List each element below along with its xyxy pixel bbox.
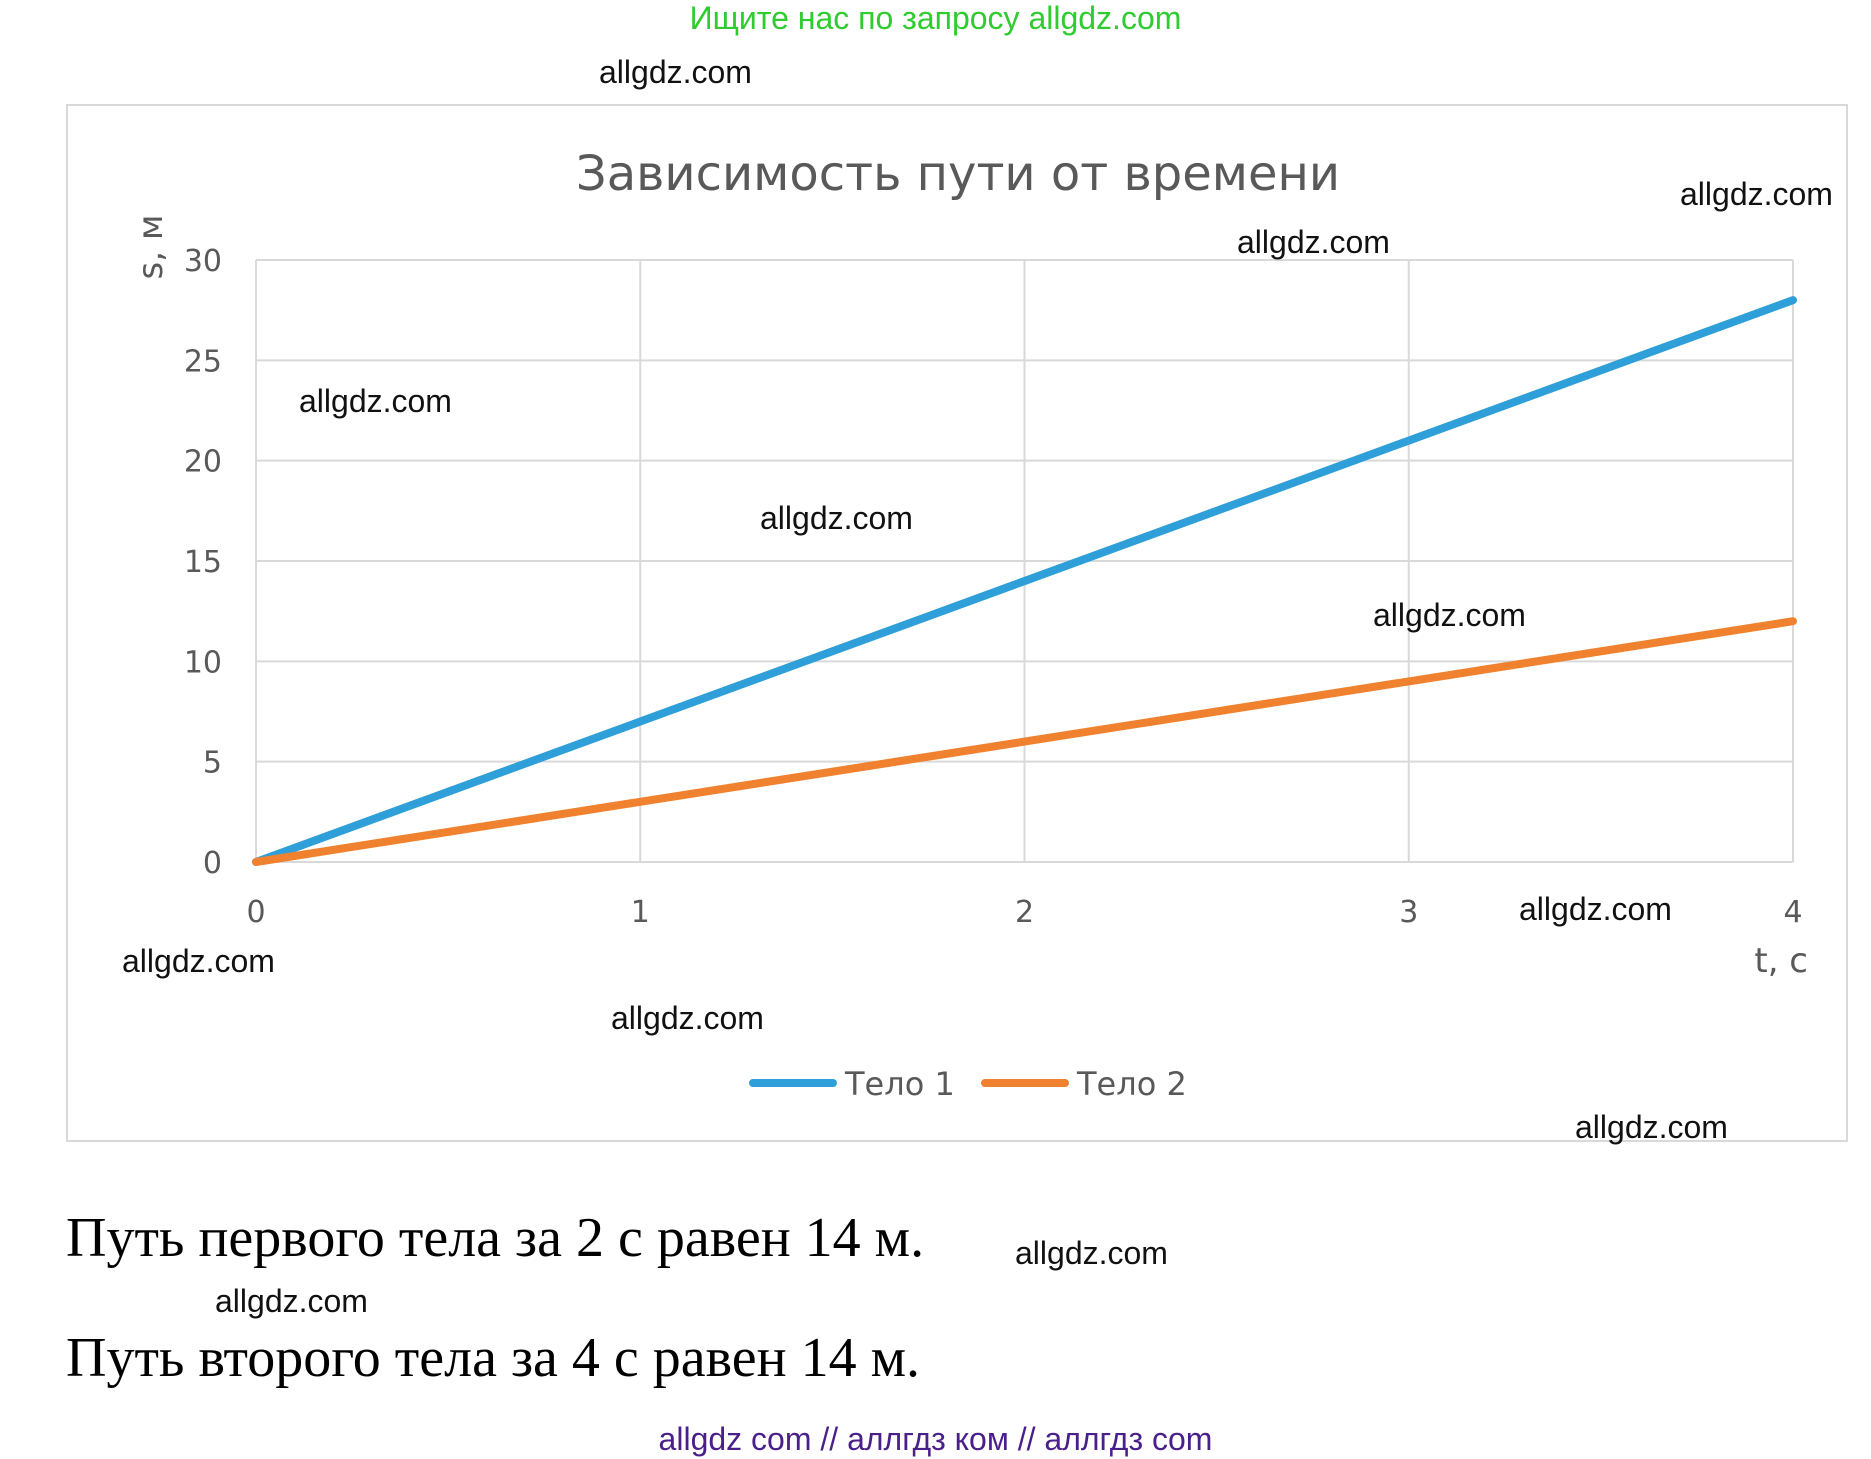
x-tick-label: 3: [1399, 895, 1418, 930]
footer-links: allgdz com // аллгдз ком // аллгдз com: [658, 1421, 1213, 1457]
y-tick-label: 20: [184, 445, 222, 480]
y-tick-label: 30: [184, 244, 222, 279]
series-line-2: [252, 617, 1797, 866]
watermark: allgdz.com: [611, 1000, 764, 1036]
watermark: allgdz.com: [599, 54, 752, 90]
x-tick-label: 0: [246, 895, 265, 930]
watermark: allgdz.com: [1575, 1109, 1728, 1145]
y-axis-title: s, м: [131, 215, 171, 280]
y-tick-label: 5: [203, 746, 222, 781]
legend: Тело 1 Тело 2: [749, 1065, 1187, 1103]
grid: [255, 259, 1794, 863]
legend-label-1: Тело 1: [844, 1065, 955, 1103]
legend-label-2: Тело 2: [1076, 1065, 1187, 1103]
x-tick-label: 1: [631, 895, 650, 930]
x-axis-title: t, с: [1754, 941, 1808, 981]
watermark: allgdz.com: [1237, 224, 1390, 260]
series-lines: [252, 296, 1797, 866]
watermark: allgdz.com: [760, 500, 913, 536]
tick-labels: 0 5 10 15 20 25 30 0 1 2 3 4: [184, 244, 1803, 930]
answer-line-2: Путь второго тела за 4 с равен 14 м.: [66, 1327, 920, 1389]
watermark: allgdz.com: [122, 943, 275, 979]
chart-frame: [66, 104, 1848, 1142]
y-tick-label: 25: [184, 344, 222, 379]
top-banner: Ищите нас по запросу allgdz.com: [689, 0, 1182, 36]
watermark: allgdz.com: [1519, 891, 1672, 927]
y-tick-label: 0: [203, 846, 222, 881]
y-tick-label: 10: [184, 645, 222, 680]
y-tick-label: 15: [184, 545, 222, 580]
series-line-1: [252, 296, 1797, 866]
x-tick-label: 4: [1783, 895, 1802, 930]
watermark: allgdz.com: [215, 1283, 368, 1319]
watermark: allgdz.com: [1373, 597, 1526, 633]
x-tick-label: 2: [1015, 895, 1034, 930]
watermark: allgdz.com: [299, 383, 452, 419]
chart-title: Зависимость пути от времени: [576, 146, 1340, 202]
watermark: allgdz.com: [1680, 176, 1833, 212]
answer-line-1: Путь первого тела за 2 с равен 14 м.: [66, 1207, 925, 1269]
watermark: allgdz.com: [1015, 1235, 1168, 1271]
